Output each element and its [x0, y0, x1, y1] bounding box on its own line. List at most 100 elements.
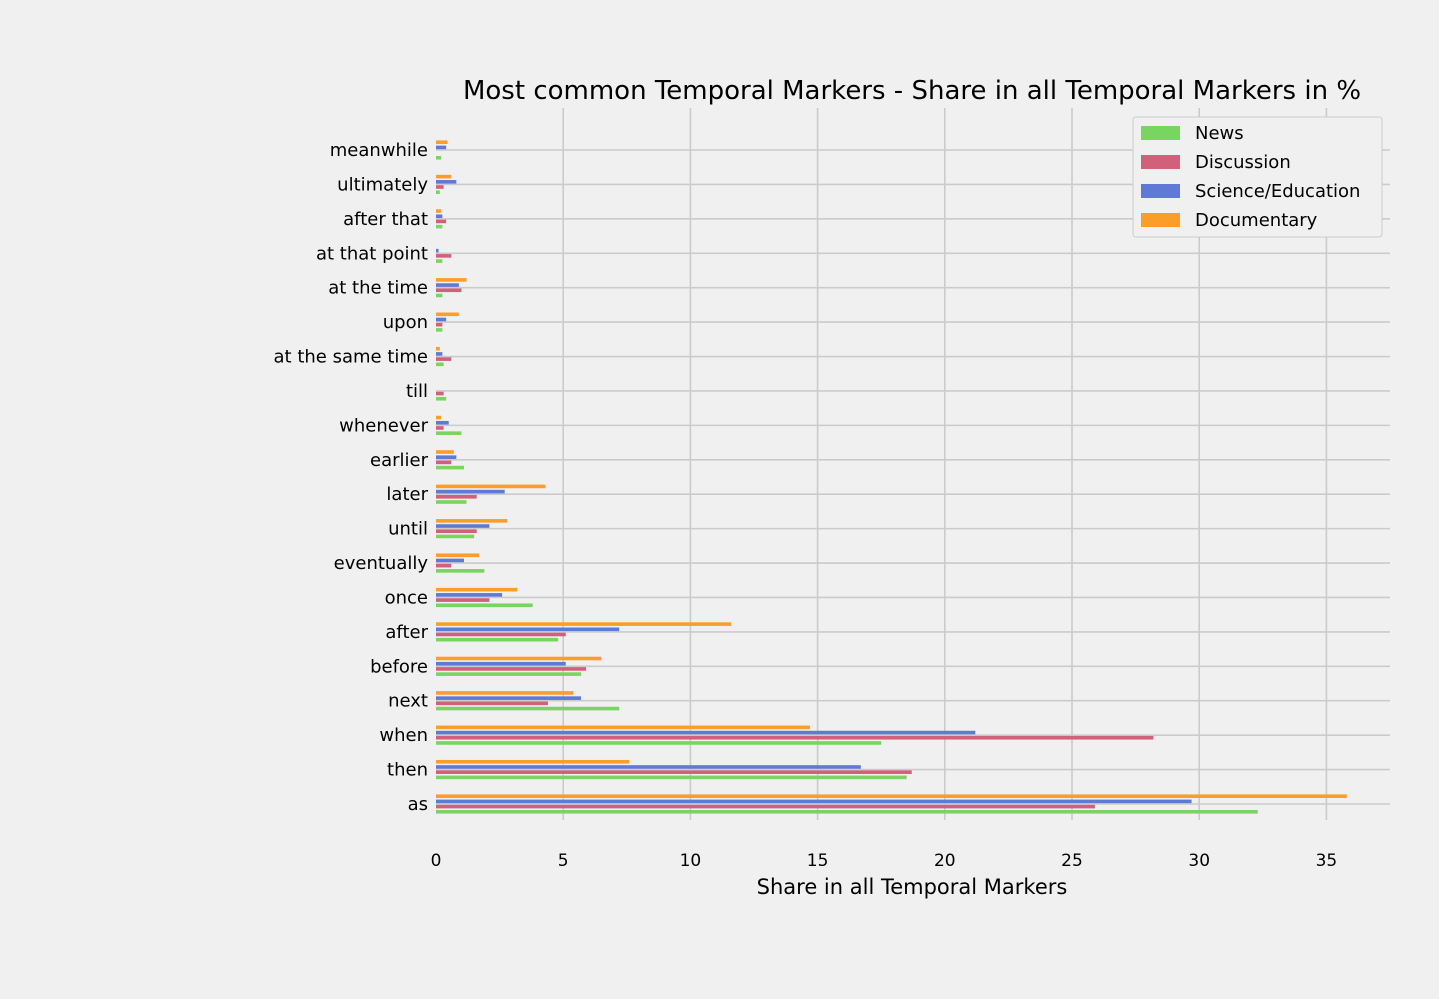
category-label: at that point — [316, 243, 428, 264]
bar-science-education — [436, 455, 457, 459]
category-label: at the time — [328, 278, 428, 299]
bar-documentary — [436, 174, 452, 179]
bar-news — [436, 396, 447, 401]
bar-news — [436, 810, 1258, 814]
legend-box — [1132, 116, 1383, 238]
legend-swatch — [1141, 126, 1180, 140]
bar-science-education — [436, 145, 447, 150]
bar-news — [436, 190, 440, 195]
bar-discussion — [436, 770, 912, 774]
bar-documentary — [436, 209, 442, 213]
bar-documentary — [436, 312, 459, 317]
legend-swatch — [1141, 155, 1180, 169]
bar-discussion — [436, 529, 477, 534]
bar-news — [436, 534, 475, 539]
bar-news — [436, 706, 620, 711]
bar-science-education — [436, 214, 443, 219]
bar-news — [436, 293, 443, 298]
bar-discussion — [436, 667, 587, 671]
category-label: at the same time — [274, 347, 428, 368]
bar-science-education — [436, 799, 1192, 804]
bar-documentary — [436, 622, 732, 626]
bar-science-education — [436, 730, 976, 735]
bar-documentary — [436, 484, 546, 489]
x-axis-label: Share in all Temporal Markers — [757, 875, 1068, 899]
bar-science-education — [436, 696, 582, 700]
bar-discussion — [436, 563, 452, 568]
legend-label: Science/Education — [1195, 181, 1360, 202]
bar-science-education — [436, 420, 449, 425]
bar-news — [436, 775, 907, 780]
bar-documentary — [436, 278, 467, 282]
bar-documentary — [436, 553, 480, 558]
bar-discussion — [436, 495, 477, 499]
bar-discussion — [436, 804, 1095, 809]
x-tick-label: 25 — [1061, 851, 1083, 871]
bar-news — [436, 672, 582, 676]
x-tick-label: 35 — [1316, 851, 1338, 871]
bar-news — [436, 569, 485, 573]
bar-news — [436, 741, 882, 745]
bar-discussion — [436, 632, 566, 637]
bar-science-education — [436, 352, 443, 356]
bar-science-education — [436, 180, 457, 184]
legend-swatch — [1141, 213, 1180, 227]
category-label: later — [386, 484, 428, 505]
legend-label: Discussion — [1195, 152, 1291, 173]
bar-news — [436, 156, 442, 160]
bar-science-education — [436, 524, 490, 528]
x-tick-label: 15 — [807, 851, 829, 871]
x-tick-label: 10 — [680, 851, 702, 871]
category-label: when — [379, 725, 428, 746]
x-tick-label: 20 — [934, 851, 956, 871]
x-tick-label: 30 — [1188, 851, 1210, 871]
bar-news — [436, 224, 443, 229]
category-label: ultimately — [337, 174, 428, 195]
bar-science-education — [436, 317, 447, 322]
category-label: upon — [383, 312, 428, 333]
category-label: earlier — [370, 450, 429, 471]
bar-discussion — [436, 701, 548, 706]
bar-news — [436, 328, 443, 332]
category-labels: as then when next before after once eventually u… — [274, 140, 429, 815]
bar-documentary — [436, 450, 454, 454]
bar-news — [436, 259, 443, 263]
bar-news — [436, 362, 444, 367]
bar-news — [436, 500, 467, 504]
x-tick-labels: 0 5 10 15 20 25 30 35 — [431, 851, 1338, 871]
bar-documentary — [436, 725, 810, 730]
bar-discussion — [436, 322, 443, 327]
chart-title: Most common Temporal Markers - Share in … — [463, 76, 1361, 106]
bar-science-education — [436, 765, 861, 769]
legend-label: News — [1195, 123, 1244, 144]
bar-science-education — [436, 627, 620, 632]
legend: News Discussion Science/Education Documenta… — [1132, 116, 1383, 238]
legend-label: Documentary — [1195, 210, 1318, 231]
category-label: then — [387, 760, 428, 781]
bar-discussion — [436, 357, 452, 361]
bar-news — [436, 603, 533, 608]
bars — [436, 140, 1347, 814]
bar-discussion — [436, 254, 452, 258]
bar-science-education — [436, 489, 505, 494]
bar-documentary — [436, 415, 442, 420]
bar-science-education — [436, 558, 464, 563]
category-label: eventually — [334, 553, 429, 574]
bar-discussion — [436, 426, 444, 430]
bar-documentary — [436, 794, 1347, 798]
legend-swatch — [1141, 184, 1180, 198]
bar-discussion — [436, 391, 444, 396]
x-tick-label: 0 — [431, 851, 442, 871]
bar-documentary — [436, 346, 440, 351]
bar-science-education — [436, 248, 439, 253]
bar-documentary — [436, 759, 630, 764]
bar-documentary — [436, 519, 508, 523]
category-label: until — [388, 519, 428, 540]
category-label: till — [406, 381, 428, 402]
bar-discussion — [436, 288, 462, 293]
category-label: as — [408, 794, 428, 815]
bar-discussion — [436, 460, 452, 465]
bar-science-education — [436, 283, 459, 287]
bar-news — [436, 431, 462, 435]
